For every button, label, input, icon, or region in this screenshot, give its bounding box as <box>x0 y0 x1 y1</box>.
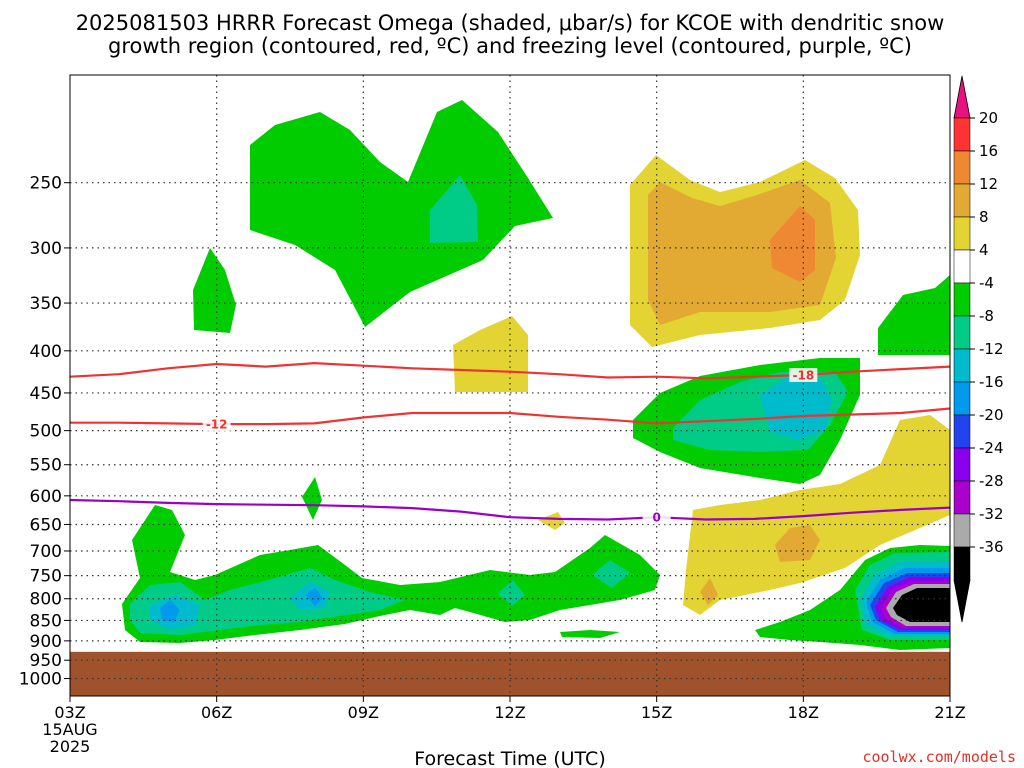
x-tick-label: 18Z <box>788 703 819 722</box>
chart-title-line2: growth region (contoured, red, ºC) and f… <box>108 34 912 58</box>
colorbar-label: 8 <box>979 208 989 226</box>
x-tick-label: 15Z <box>641 703 672 722</box>
plot-area: -18 -12 0 <box>69 74 951 697</box>
colorbar-segment <box>953 348 971 383</box>
chart-title-line1: 2025081503 HRRR Forecast Omega (shaded, … <box>76 11 945 35</box>
omega-region-upward-17 <box>560 630 620 638</box>
omega-region-upward-7 <box>760 378 832 440</box>
contour-label: -12 <box>206 418 228 432</box>
contour-label-bg <box>642 510 671 525</box>
colorbar-segment <box>953 480 971 515</box>
contour-line <box>69 498 951 521</box>
y-tick-label: 700 <box>30 542 62 562</box>
contour-label-bg <box>789 368 818 383</box>
colorbar-bottom-arrow <box>953 579 971 623</box>
omega-region-upward-13 <box>160 600 180 622</box>
colorbar-label: -12 <box>979 340 1004 358</box>
contour-label: 0 <box>652 511 660 525</box>
omega-colorbar: 20 16 12 8 4 -4 -8 -12 -16 -20 -24 -28 -32 -36 <box>953 75 1004 623</box>
omega-region-downward-7 <box>775 525 820 562</box>
omega-region-upward-4 <box>878 275 950 355</box>
colorbar-segment <box>953 381 971 416</box>
colorbar-label: 4 <box>979 241 989 259</box>
omega-region-downward-5 <box>538 512 565 530</box>
grid-lines <box>70 75 950 696</box>
omega-region-upward-3 <box>193 248 236 333</box>
x-tick-label: 21Z <box>934 703 965 722</box>
colorbar-label: -32 <box>979 505 1004 523</box>
x-tick-label: 12Z <box>494 703 525 722</box>
contour-label: -18 <box>792 369 814 383</box>
y-tick-label: 500 <box>30 422 62 442</box>
y-tick-label: 650 <box>30 515 62 535</box>
omega-region-upward-1 <box>250 100 553 327</box>
temperature-contours: -18 -12 0 <box>69 361 951 525</box>
omega-region-upward-8 <box>302 477 322 520</box>
colorbar-segment <box>953 183 971 218</box>
y-tick-label: 350 <box>30 294 62 314</box>
colorbar-label: 20 <box>979 109 998 127</box>
credit-text: coolwx.com/models <box>862 748 1016 766</box>
y-tick-label: 250 <box>30 174 62 194</box>
omega-region-upward-2 <box>430 175 478 243</box>
x-axis-label: Forecast Time (UTC) <box>414 748 605 768</box>
colorbar-segment <box>953 150 971 185</box>
omega-region-upward-15 <box>498 580 525 606</box>
x-tick-label: 06Z <box>201 703 232 722</box>
y-tick-label: 850 <box>30 611 62 631</box>
y-tick-label: 400 <box>30 342 62 362</box>
colorbar-label: -8 <box>979 307 994 325</box>
x-tick-label: 03Z <box>54 703 85 722</box>
omega-shading <box>122 100 950 650</box>
colorbar-label: -36 <box>979 538 1004 556</box>
y-tick-label: 950 <box>30 651 62 671</box>
colorbar-label: 16 <box>979 142 998 160</box>
omega-region-downward-2 <box>648 180 836 325</box>
omega-region-upward-14 <box>305 588 323 606</box>
colorbar-label: -24 <box>979 439 1004 457</box>
y-tick-label: 750 <box>30 567 62 587</box>
y-tick-label: 800 <box>30 590 62 610</box>
colorbar-segment <box>953 249 971 284</box>
colorbar-top-arrow <box>953 75 971 119</box>
y-tick-label: 550 <box>30 456 62 476</box>
contour-label-bg <box>202 417 231 432</box>
colorbar-segment <box>953 216 971 251</box>
colorbar-segment <box>953 447 971 482</box>
y-tick-label: 300 <box>30 239 62 259</box>
x-tick-label: 09Z <box>348 703 379 722</box>
colorbar-segment <box>953 315 971 350</box>
colorbar-segment <box>953 117 971 152</box>
y-tick-label: 600 <box>30 487 62 507</box>
colorbar-label: 12 <box>979 175 998 193</box>
colorbar-label: -16 <box>979 373 1004 391</box>
colorbar-segment <box>953 282 971 317</box>
omega-region-upward-10 <box>130 568 405 635</box>
x-tick-date: 15AUG <box>42 720 97 739</box>
omega-region-upward-16 <box>592 560 630 588</box>
colorbar-label: -20 <box>979 406 1004 424</box>
colorbar-label: -28 <box>979 472 1004 490</box>
x-tick-year: 2025 <box>50 737 91 756</box>
y-tick-label: 900 <box>30 632 62 652</box>
colorbar-segment <box>953 546 971 581</box>
colorbar-segment <box>953 414 971 449</box>
omega-region-upward-26 <box>893 588 950 622</box>
colorbar-segment <box>953 513 971 548</box>
y-tick-label: 450 <box>30 384 62 404</box>
y-axis-ticks: 2503003504004505005506006507007508008509… <box>19 174 70 690</box>
omega-region-downward-4 <box>453 316 528 392</box>
y-tick-label: 1000 <box>19 670 62 690</box>
colorbar-label: -4 <box>979 274 994 292</box>
